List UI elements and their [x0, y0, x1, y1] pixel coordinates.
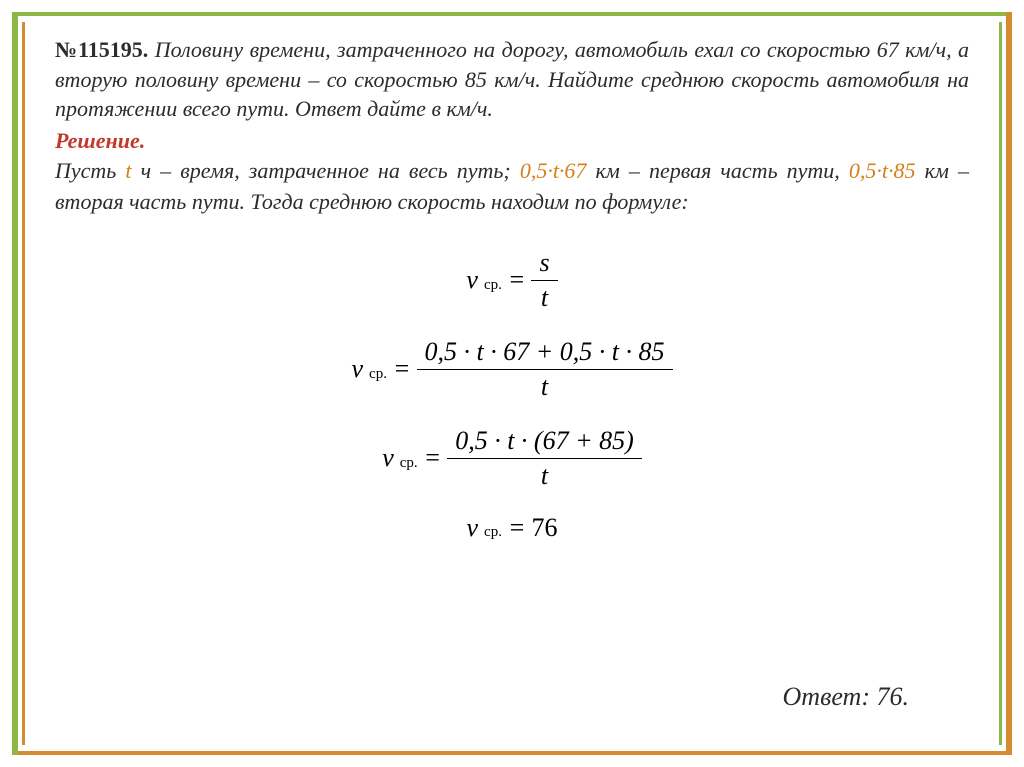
- f2-lhs-var: v: [351, 354, 363, 384]
- f2-num: 0,5 · t · 67 + 0,5 · t · 85: [417, 335, 673, 370]
- formula-2: v ср. = 0,5 · t · 67 + 0,5 · t · 85 t: [351, 335, 672, 404]
- f3-num: 0,5 · t · (67 + 85): [447, 424, 642, 459]
- answer-value: 76.: [877, 682, 910, 711]
- f3-eq: =: [424, 443, 442, 473]
- answer-label: Ответ:: [783, 682, 877, 711]
- intro-part-2: ч – время, затраченное на весь путь;: [132, 158, 520, 183]
- formula-4: v ср. = 76: [466, 513, 557, 543]
- f2-eq: =: [393, 354, 411, 384]
- f1-num: s: [531, 246, 557, 281]
- border-left-outer: [12, 12, 18, 755]
- f4-eq: =: [508, 513, 526, 543]
- border-right-outer: [1006, 12, 1012, 755]
- f1-fraction: s t: [531, 246, 557, 315]
- solution-label: Решение.: [55, 128, 969, 154]
- expr-1: 0,5·t·67: [520, 158, 587, 183]
- border-top: [12, 12, 1012, 16]
- intro-part-1: Пусть: [55, 158, 125, 183]
- f1-lhs-sub: ср.: [484, 277, 502, 294]
- problem-number: №115195.: [55, 37, 148, 62]
- slide-content: №115195. Половину времени, затраченного …: [55, 35, 969, 732]
- f1-lhs-var: v: [466, 265, 478, 295]
- formula-3: v ср. = 0,5 · t · (67 + 85) t: [382, 424, 642, 493]
- answer: Ответ: 76.: [783, 682, 909, 712]
- f3-fraction: 0,5 · t · (67 + 85) t: [447, 424, 642, 493]
- f1-den: t: [533, 281, 556, 315]
- solution-intro: Пусть t ч – время, затраченное на весь п…: [55, 156, 969, 218]
- f1-eq: =: [508, 265, 526, 295]
- f4-lhs-sub: ср.: [484, 524, 502, 541]
- formula-block: v ср. = s t v ср. = 0,5 · t · 67 + 0,5 · t…: [55, 246, 969, 543]
- expr-2: 0,5·t·85: [849, 158, 916, 183]
- intro-part-3: км – первая часть пути,: [586, 158, 848, 183]
- f3-den: t: [533, 459, 556, 493]
- formula-1: v ср. = s t: [466, 246, 557, 315]
- f3-lhs-sub: ср.: [400, 455, 418, 472]
- f4-rhs: 76: [532, 513, 558, 543]
- problem-statement: №115195. Половину времени, затраченного …: [55, 35, 969, 124]
- f2-lhs-sub: ср.: [369, 366, 387, 383]
- f2-fraction: 0,5 · t · 67 + 0,5 · t · 85 t: [417, 335, 673, 404]
- f4-lhs-var: v: [466, 513, 478, 543]
- f2-den: t: [533, 370, 556, 404]
- border-right-inner: [999, 22, 1002, 745]
- f3-lhs-var: v: [382, 443, 394, 473]
- border-bottom: [12, 751, 1012, 755]
- border-left-inner: [22, 22, 25, 745]
- problem-text: Половину времени, затраченного на дорогу…: [55, 37, 969, 121]
